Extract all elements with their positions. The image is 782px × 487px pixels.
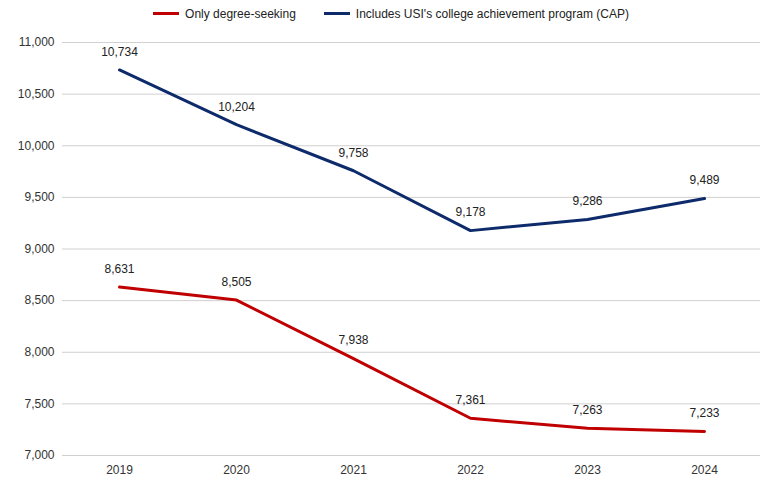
- svg-text:9,489: 9,489: [689, 173, 719, 187]
- svg-text:9,758: 9,758: [338, 146, 368, 160]
- svg-text:7,361: 7,361: [455, 393, 485, 407]
- svg-text:10,000: 10,000: [18, 139, 55, 153]
- svg-text:11,000: 11,000: [19, 35, 55, 49]
- svg-text:8,500: 8,500: [24, 293, 54, 307]
- svg-text:7,500: 7,500: [24, 397, 54, 411]
- svg-text:10,204: 10,204: [218, 100, 255, 114]
- svg-text:7,000: 7,000: [24, 448, 54, 462]
- html-text:Includes USI's college achieve: Includes USI's college achievement progr…: [355, 6, 629, 21]
- svg-text:2019: 2019: [106, 463, 133, 477]
- svg-text:8,505: 8,505: [221, 275, 251, 289]
- svg-text:2021: 2021: [340, 463, 367, 477]
- svg-text:7,263: 7,263: [572, 403, 602, 417]
- svg-text:9,500: 9,500: [24, 190, 54, 204]
- svg-text:2020: 2020: [223, 463, 250, 477]
- svg-text:2023: 2023: [574, 463, 601, 477]
- svg-text:9,000: 9,000: [24, 242, 54, 256]
- svg-text:8,631: 8,631: [104, 262, 134, 276]
- svg-text:9,286: 9,286: [572, 194, 602, 208]
- svg-text:7,938: 7,938: [338, 333, 368, 347]
- svg-text:2022: 2022: [457, 463, 484, 477]
- svg-text:2024: 2024: [691, 463, 718, 477]
- svg-text:8,000: 8,000: [24, 345, 54, 359]
- html-text:Only degree-seeking: Only degree-seeking: [185, 6, 296, 21]
- svg-text:10,500: 10,500: [18, 87, 55, 101]
- svg-text:7,233: 7,233: [689, 406, 719, 420]
- svg-text:10,734: 10,734: [101, 45, 138, 59]
- svg-text:9,178: 9,178: [455, 205, 485, 219]
